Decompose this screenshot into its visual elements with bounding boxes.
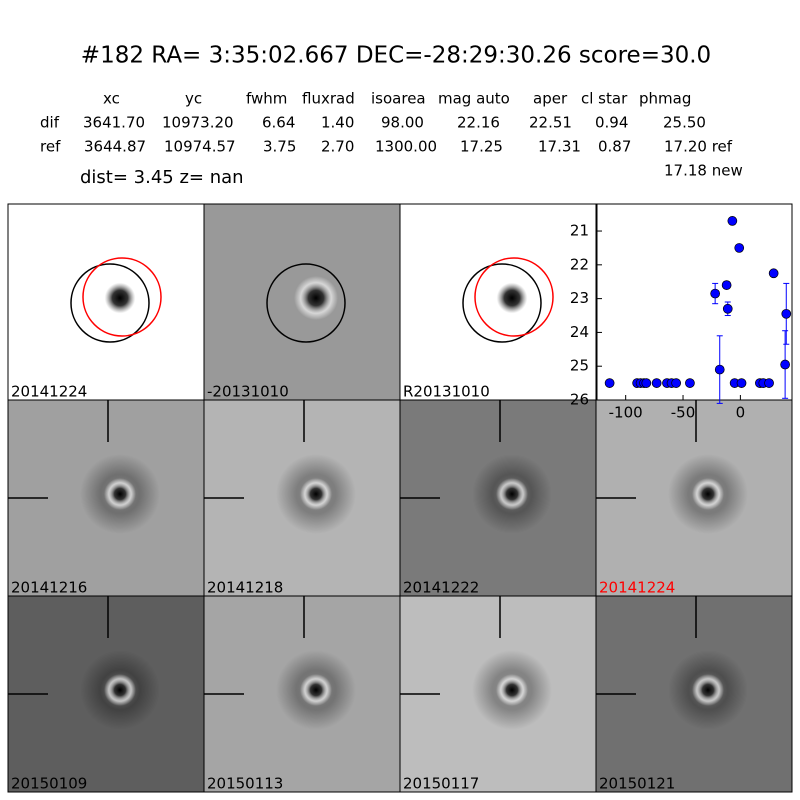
panel-label: R20131010 bbox=[403, 383, 490, 401]
table-cell: 10974.57 bbox=[164, 138, 236, 156]
point bbox=[685, 378, 695, 388]
column-header: yc bbox=[185, 90, 202, 108]
source bbox=[300, 674, 332, 706]
source bbox=[104, 674, 136, 706]
y-tick-label: 23 bbox=[570, 289, 589, 307]
table-cell: 1300.00 bbox=[375, 138, 437, 156]
column-header: phmag bbox=[639, 90, 691, 108]
ref-circle bbox=[462, 263, 542, 343]
point bbox=[721, 280, 732, 290]
extra-mag: 17.18 new bbox=[664, 162, 743, 180]
table-cell: 17.20 ref bbox=[664, 138, 733, 156]
point bbox=[727, 216, 738, 226]
table-cell: ref bbox=[40, 138, 61, 156]
table-cell: 0.94 bbox=[595, 114, 628, 132]
panel-label: 20150109 bbox=[11, 775, 87, 793]
table-cell: 10973.20 bbox=[162, 114, 234, 132]
point bbox=[651, 378, 662, 388]
column-header: aper bbox=[533, 90, 568, 108]
source bbox=[692, 674, 724, 706]
plot-area bbox=[596, 203, 793, 401]
table-cell: 3641.70 bbox=[83, 114, 145, 132]
panel-label: 20141222 bbox=[403, 579, 479, 597]
source bbox=[294, 276, 338, 320]
panel-label: -20131010 bbox=[207, 383, 289, 401]
ref-circle bbox=[70, 263, 150, 343]
source bbox=[692, 478, 724, 510]
y-tick-label: 21 bbox=[570, 222, 589, 240]
source bbox=[98, 276, 142, 320]
table-cell: 22.16 bbox=[457, 114, 500, 132]
table-cell: 17.31 bbox=[538, 138, 581, 156]
table-cell: 3644.87 bbox=[84, 138, 146, 156]
table-cell: 25.50 bbox=[663, 114, 706, 132]
table-cell: 3.75 bbox=[263, 138, 296, 156]
new-circle bbox=[474, 257, 554, 337]
source bbox=[300, 478, 332, 510]
ref-circle bbox=[266, 263, 346, 343]
column-header: fwhm bbox=[246, 90, 287, 108]
point bbox=[780, 359, 790, 370]
point bbox=[714, 364, 725, 375]
point bbox=[604, 378, 615, 388]
point bbox=[671, 378, 681, 388]
x-tick-label: 0 bbox=[736, 404, 746, 422]
table-cell: 17.25 bbox=[460, 138, 503, 156]
table-cell: 6.64 bbox=[262, 114, 295, 132]
column-header: cl star bbox=[581, 90, 628, 108]
title: #182 RA= 3:35:02.667 DEC=-28:29:30.26 sc… bbox=[81, 43, 711, 69]
point bbox=[734, 243, 745, 253]
table-cell: 0.87 bbox=[598, 138, 631, 156]
point bbox=[764, 378, 774, 388]
column-header: fluxrad bbox=[302, 90, 355, 108]
source bbox=[496, 478, 528, 510]
column-header: isoarea bbox=[371, 90, 426, 108]
y-tick-label: 24 bbox=[570, 323, 589, 341]
x-tick-label: -50 bbox=[671, 404, 696, 422]
point bbox=[736, 378, 747, 388]
column-header: mag auto bbox=[438, 90, 510, 108]
x-tick-label: -100 bbox=[609, 404, 643, 422]
panel-label: 20141224 bbox=[599, 579, 675, 597]
point bbox=[722, 303, 733, 314]
panel-label: 20150117 bbox=[403, 775, 479, 793]
panel-label: 20141224 bbox=[11, 383, 87, 401]
panel-label: 20141218 bbox=[207, 579, 283, 597]
column-header: xc bbox=[103, 90, 120, 108]
source bbox=[104, 478, 136, 510]
point bbox=[710, 288, 720, 299]
source bbox=[490, 276, 534, 320]
panel-label: 20150113 bbox=[207, 775, 283, 793]
y-tick-label: 25 bbox=[570, 357, 589, 375]
new-circle bbox=[82, 257, 162, 337]
dist: dist= 3.45 z= nan bbox=[80, 167, 244, 188]
table-cell: 22.51 bbox=[529, 114, 572, 132]
table-cell: dif bbox=[40, 114, 60, 132]
y-tick-label: 22 bbox=[570, 255, 589, 273]
table-cell: 98.00 bbox=[381, 114, 424, 132]
panel-label: 20150121 bbox=[599, 775, 675, 793]
y-tick-label: 26 bbox=[570, 391, 589, 409]
table-cell: 1.40 bbox=[321, 114, 354, 132]
point bbox=[781, 308, 792, 319]
panel-label: 20141216 bbox=[11, 579, 87, 597]
point bbox=[641, 378, 652, 388]
table-cell: 2.70 bbox=[321, 138, 354, 156]
point bbox=[768, 268, 779, 279]
source bbox=[496, 674, 528, 706]
